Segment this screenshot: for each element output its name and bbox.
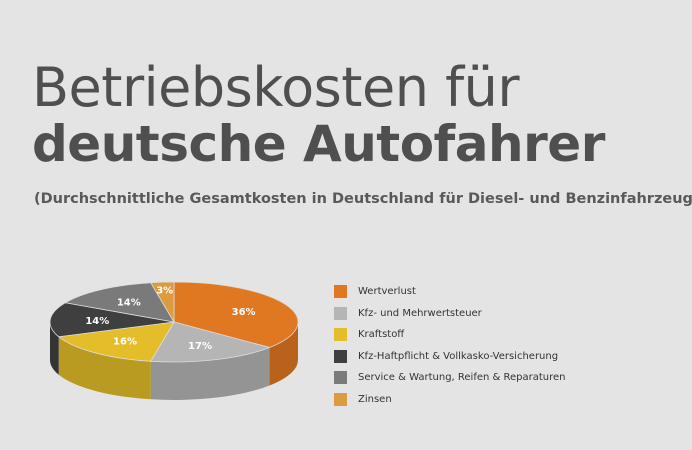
pie-slice-kraftstoff bbox=[57, 321, 175, 362]
pie-data-labels: 36% 17% 16% 14% 14% 3% bbox=[85, 286, 255, 352]
legend-label: Zinsen bbox=[358, 393, 392, 405]
legend-label: Wertverlust bbox=[358, 286, 416, 298]
pie-side-kraftstoff bbox=[58, 336, 151, 400]
legend-item: Kraftstoff bbox=[334, 324, 566, 346]
legend-swatch bbox=[334, 306, 347, 320]
legend-item: Wertverlust bbox=[334, 281, 566, 303]
data-label-kfz-und-mehrwertsteuer: 17% bbox=[188, 341, 212, 352]
pie-slice-kfz-und-mehrwertsteuer bbox=[150, 321, 271, 363]
legend-swatch bbox=[334, 392, 347, 406]
legend-swatch bbox=[334, 328, 347, 342]
legend-label: Kraftstoff bbox=[358, 329, 405, 341]
pie-sides bbox=[50, 322, 298, 400]
legend-label: Kfz-Haftpflicht & Vollkasko-Versicherung bbox=[358, 350, 559, 362]
pie-slice-zinsen bbox=[150, 281, 175, 324]
title-line-2: deutsche Autofahrer bbox=[32, 115, 605, 173]
pie-side-kfz-und-mehrwertsteuer bbox=[150, 347, 270, 400]
legend-label: Service & Wartung, Reifen & Reparaturen bbox=[358, 372, 566, 384]
data-label-zinsen: 3% bbox=[156, 286, 173, 297]
pie-slice-kfz-haftpflicht-vollkasko-versicherung bbox=[49, 302, 175, 338]
legend-item: Kfz- und Mehrwertsteuer bbox=[334, 303, 566, 325]
legend-item: Zinsen bbox=[334, 389, 566, 411]
subtitle: (Durchschnittliche Gesamtkosten in Deuts… bbox=[34, 191, 692, 207]
pie-slices bbox=[49, 281, 299, 363]
pie-chart: 36% 17% 16% 14% 14% 3% bbox=[49, 281, 299, 400]
pie-side-wertverlust bbox=[269, 322, 298, 386]
legend-item: Kfz-Haftpflicht & Vollkasko-Versicherung bbox=[334, 346, 566, 368]
chart-legend: Wertverlust Kfz- und Mehrwertsteuer Krafts… bbox=[334, 281, 566, 410]
legend-swatch bbox=[334, 349, 347, 363]
legend-swatch bbox=[334, 285, 347, 299]
pie-slice-wertverlust bbox=[173, 281, 299, 348]
data-label-kraftstoff: 16% bbox=[113, 337, 137, 348]
legend-label: Kfz- und Mehrwertsteuer bbox=[358, 307, 482, 319]
data-label-kfz-haftpflicht-vollkasko-versicherung: 14% bbox=[85, 316, 109, 327]
title-line-1: Betriebskosten für bbox=[32, 56, 520, 119]
data-label-service-wartung-reifen-reparaturen: 14% bbox=[117, 297, 141, 308]
legend-item: Service & Wartung, Reifen & Reparaturen bbox=[334, 367, 566, 389]
legend-swatch bbox=[334, 371, 347, 385]
data-label-wertverlust: 36% bbox=[232, 307, 256, 318]
pie-slice-service-wartung-reifen-reparaturen bbox=[64, 282, 175, 323]
